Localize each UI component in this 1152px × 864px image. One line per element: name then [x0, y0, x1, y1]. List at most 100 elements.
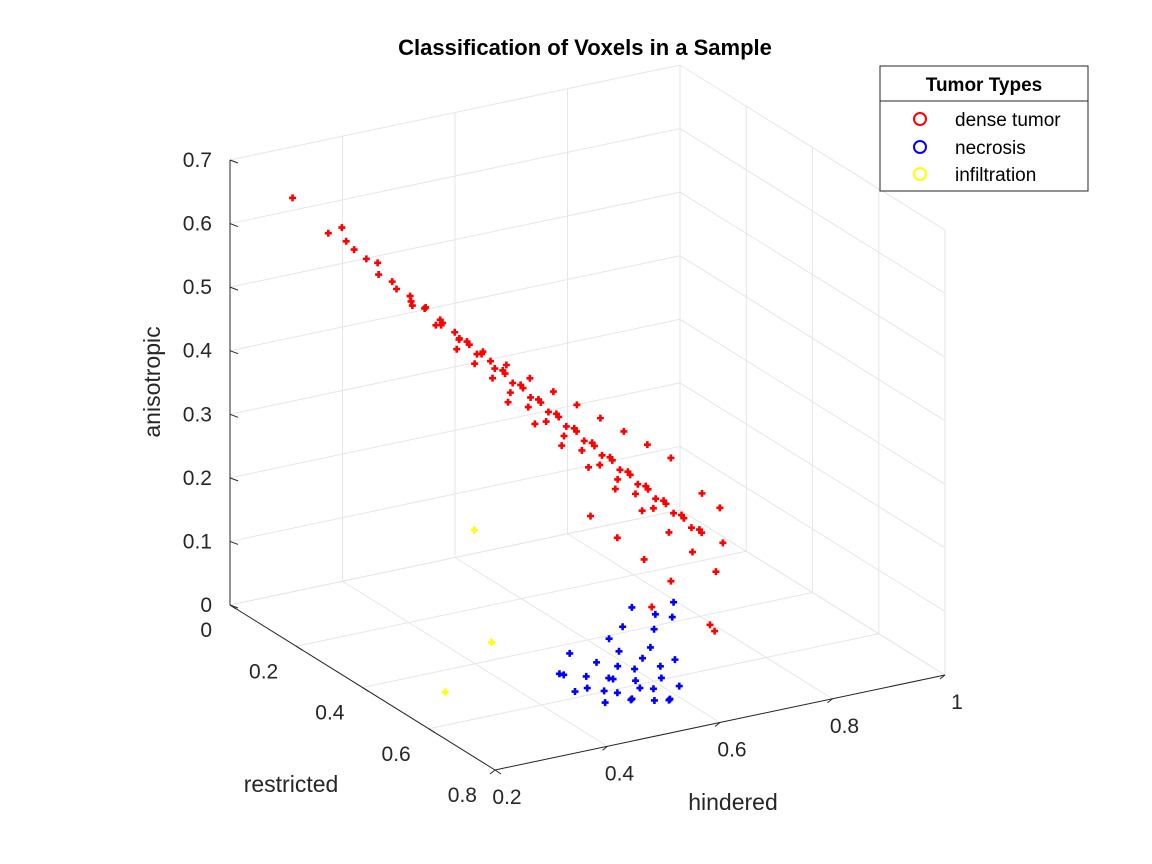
point-necrosis — [636, 684, 644, 692]
point-dense-tumor — [712, 568, 720, 576]
point-dense-tumor — [613, 534, 621, 542]
z-tick-mark — [229, 159, 239, 164]
y-tick-label: 0.6 — [382, 743, 411, 766]
point-dense-tumor — [465, 341, 473, 349]
point-dense-tumor — [638, 507, 646, 515]
point-dense-tumor — [506, 389, 514, 397]
point-dense-tumor — [706, 621, 714, 629]
legend-marker-necrosis — [913, 140, 927, 154]
x-tick-mark — [827, 698, 833, 704]
sidewall-gridline-z — [679, 191, 946, 358]
point-necrosis — [601, 699, 609, 707]
backwall-gridline-z — [229, 509, 681, 606]
point-infiltration — [470, 526, 478, 534]
point-necrosis — [632, 677, 640, 685]
point-dense-tumor — [374, 259, 382, 267]
sidewall-gridline-z — [679, 64, 946, 231]
point-dense-tumor — [634, 480, 642, 488]
legend: Tumor Types dense tumor necrosis infiltr… — [879, 65, 1089, 192]
point-dense-tumor — [527, 393, 535, 401]
point-dense-tumor — [687, 524, 695, 532]
point-necrosis — [666, 695, 674, 703]
point-dense-tumor — [585, 463, 592, 471]
legend-title: Tumor Types — [926, 75, 1042, 96]
point-dense-tumor — [542, 418, 550, 426]
point-necrosis — [646, 643, 654, 651]
point-dense-tumor — [537, 399, 545, 406]
z-tick-mark — [229, 540, 239, 545]
point-dense-tumor — [509, 379, 517, 387]
point-necrosis — [639, 654, 646, 662]
x-tick-label: 0.2 — [492, 786, 521, 809]
point-dense-tumor — [453, 345, 461, 353]
point-dense-tumor — [662, 500, 670, 508]
point-necrosis — [670, 598, 678, 606]
grid — [229, 64, 946, 775]
x-tick-mark — [714, 722, 721, 727]
x-tick-mark — [489, 769, 496, 775]
point-dense-tumor — [611, 485, 619, 493]
z-tick-label: 0.7 — [183, 149, 212, 172]
legend-label-infiltration: infiltration — [955, 165, 1036, 186]
sidewall-gridline-z — [679, 509, 946, 676]
z-tick-label: 0.6 — [183, 213, 212, 236]
point-dense-tumor — [501, 370, 509, 378]
point-necrosis — [671, 656, 679, 664]
point-necrosis — [613, 689, 621, 697]
point-dense-tumor — [643, 441, 651, 449]
point-dense-tumor — [632, 490, 639, 498]
point-necrosis — [582, 672, 590, 680]
point-dense-tumor — [652, 495, 660, 503]
point-necrosis — [656, 662, 664, 670]
y-tick-label: 0.4 — [315, 702, 345, 725]
point-necrosis — [650, 696, 658, 704]
point-dense-tumor — [487, 357, 494, 365]
point-dense-tumor — [608, 456, 616, 464]
point-dense-tumor — [616, 466, 624, 474]
point-dense-tumor — [580, 437, 588, 445]
y-tick-label: 0.8 — [448, 784, 477, 807]
point-dense-tumor — [362, 255, 370, 263]
point-necrosis — [657, 674, 665, 682]
floor-gridline-y — [362, 592, 813, 688]
point-dense-tumor — [432, 321, 440, 329]
point-dense-tumor — [590, 442, 598, 450]
x-tick-label: 0.8 — [830, 715, 859, 738]
y-tick-mark — [428, 728, 436, 734]
point-necrosis — [615, 647, 623, 655]
point-dense-tumor — [596, 461, 604, 469]
point-dense-tumor — [560, 432, 568, 440]
sidewall-gridline-z — [679, 446, 946, 612]
point-dense-tumor — [688, 548, 696, 556]
point-dense-tumor — [350, 246, 358, 254]
point-dense-tumor — [407, 297, 415, 305]
point-dense-tumor — [573, 401, 581, 409]
point-dense-tumor — [471, 360, 479, 368]
point-dense-tumor — [324, 229, 332, 237]
point-dense-tumor — [640, 555, 648, 563]
legend-label-necrosis: necrosis — [955, 138, 1026, 159]
floor-gridline-y — [296, 550, 747, 647]
point-dense-tumor — [649, 504, 657, 512]
backwall-gridline-z — [229, 318, 681, 415]
y-axis-label: restricted — [244, 771, 339, 797]
sidewall-gridline-z — [679, 255, 946, 422]
point-dense-tumor — [479, 348, 487, 356]
point-dense-tumor — [524, 403, 532, 411]
y-tick-label: 0.2 — [249, 660, 278, 683]
x-axis-label: hindered — [688, 789, 778, 815]
x-tick-label: 0.4 — [605, 762, 635, 785]
sidewall-gridline-z — [679, 382, 946, 549]
point-dense-tumor — [342, 237, 350, 245]
point-necrosis — [628, 695, 636, 703]
z-tick-mark — [229, 604, 239, 609]
z-tick-label: 0 — [200, 594, 212, 617]
point-dense-tumor — [502, 361, 510, 369]
point-necrosis — [583, 684, 591, 692]
legend-marker-dense-tumor — [913, 112, 927, 126]
point-dense-tumor — [451, 328, 459, 336]
backwall-gridline-z — [229, 382, 681, 479]
point-necrosis — [650, 625, 658, 633]
sidewall-gridline-z — [679, 318, 946, 485]
point-dense-tumor — [388, 278, 396, 286]
